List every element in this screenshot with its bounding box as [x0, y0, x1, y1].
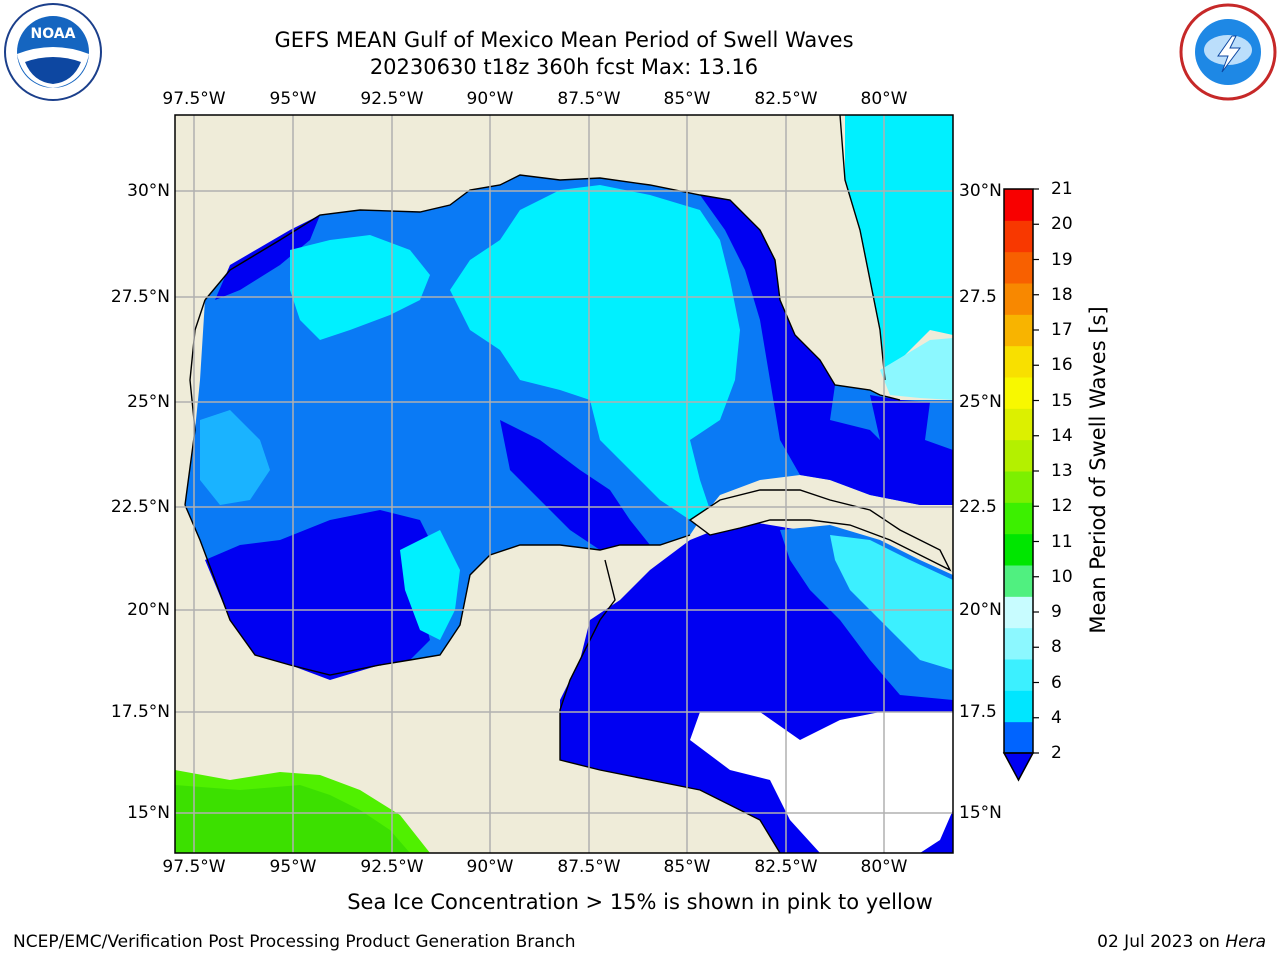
colorbar-tick-label: 11 — [1051, 531, 1073, 552]
colorbar-swatch — [1004, 502, 1033, 535]
map-frame — [174, 114, 954, 854]
lat-tick-left: 27.5°N — [110, 287, 170, 307]
lat-tick-right: 27.5 — [959, 287, 997, 307]
colorbar-swatch — [1004, 471, 1033, 503]
footer-credit: NCEP/EMC/Verification Post Processing Pr… — [13, 932, 576, 952]
period-2-4-west — [205, 510, 440, 680]
lat-tick-left: 30°N — [127, 181, 170, 201]
period-4-6-nw — [290, 235, 430, 340]
period-2-4-central — [500, 420, 650, 550]
lon-tick-top: 82.5°W — [754, 89, 818, 109]
colorbar-tick-label: 12 — [1051, 496, 1073, 517]
atlantic-water — [845, 115, 953, 380]
sea-ice-caption: Sea Ice Concentration > 15% is shown in … — [347, 890, 933, 914]
graticule — [175, 115, 953, 853]
chart-title: GEFS MEAN Gulf of Mexico Mean Period of … — [274, 28, 854, 52]
colorbar-tick-label: 10 — [1051, 566, 1073, 587]
lat-tick-left: 20°N — [127, 600, 170, 620]
colorbar-tick-label: 20 — [1051, 214, 1073, 235]
footer-date: 02 Jul 2023 on Hera — [1097, 932, 1266, 952]
colorbar-tick-label: 17 — [1051, 320, 1073, 340]
colorbar-swatch — [1004, 345, 1033, 378]
colorbar-swatch — [1004, 565, 1033, 597]
colorbar-swatch — [1004, 659, 1033, 691]
period-4-6-west — [200, 410, 270, 505]
colorbar-tick-label: 16 — [1051, 355, 1073, 376]
colorbar-swatch — [1004, 220, 1033, 253]
lat-tick-right: 17.5 — [959, 702, 997, 722]
colorbar-tick-label: 4 — [1051, 707, 1062, 728]
colorbar-tick-label: 19 — [1051, 249, 1073, 270]
lon-tick-top: 85°W — [663, 89, 711, 109]
colorbar — [1002, 188, 1039, 782]
noaa-logo: NOAA — [4, 3, 102, 101]
lon-tick-bottom: 97.5°W — [162, 857, 226, 877]
gulf-coastline — [184, 115, 901, 853]
colorbar-tick-label: 6 — [1051, 672, 1062, 693]
lat-tick-right: 25°N — [959, 392, 1002, 412]
lat-tick-left: 15°N — [127, 803, 170, 823]
colorbar-swatch — [1004, 251, 1033, 284]
colorbar-tick-label: 18 — [1051, 284, 1073, 305]
colorbar-swatch — [1004, 439, 1033, 472]
period-4-6-bay — [400, 530, 460, 640]
lat-tick-right: 15°N — [959, 803, 1002, 823]
lon-tick-bottom: 90°W — [466, 857, 514, 877]
colorbar-tick-label: 15 — [1051, 390, 1073, 411]
lon-tick-bottom: 95°W — [269, 857, 317, 877]
colorbar-swatch — [1004, 596, 1033, 629]
colorbar-swatch — [1004, 721, 1033, 754]
colorbar-extend-arrow — [1002, 752, 1035, 782]
lat-tick-left: 17.5°N — [110, 702, 170, 722]
period-2-4-fl-strait — [870, 395, 953, 505]
lon-tick-top: 80°W — [860, 89, 908, 109]
colorbar-swatch — [1004, 627, 1033, 660]
footer-host: Hera — [1225, 932, 1266, 952]
colorbar-tick-label: 2 — [1051, 743, 1062, 763]
colorbar-swatch — [1004, 189, 1033, 221]
colorbar-title: Mean Period of Swell Waves [s] — [1086, 306, 1110, 634]
colorbar-swatch — [1004, 690, 1033, 723]
lon-tick-top: 87.5°W — [557, 89, 621, 109]
atlantic-lightcyan — [880, 338, 953, 400]
chart-subtitle: 20230630 t18z 360h fcst Max: 13.16 — [369, 55, 759, 79]
lon-tick-bottom: 85°W — [663, 857, 711, 877]
colorbar-tick-label: 9 — [1051, 602, 1062, 622]
colorbar-tick-label: 8 — [1051, 637, 1062, 658]
lat-tick-right: 20°N — [959, 600, 1002, 620]
colorbar-swatch — [1004, 408, 1033, 441]
lat-tick-left: 22.5°N — [110, 497, 170, 517]
lon-tick-top: 92.5°W — [360, 89, 424, 109]
lon-tick-bottom: 82.5°W — [754, 857, 818, 877]
colorbar-tick-label: 14 — [1051, 425, 1073, 446]
colorbar-swatch — [1004, 377, 1033, 409]
lat-tick-left: 25°N — [127, 392, 170, 412]
colorbar-tick-label: 21 — [1051, 179, 1073, 199]
lon-tick-bottom: 80°W — [860, 857, 908, 877]
svg-text:NOAA: NOAA — [31, 26, 76, 42]
lon-tick-top: 95°W — [269, 89, 317, 109]
colorbar-tick-label: 13 — [1051, 461, 1073, 481]
footer-date-text: 02 Jul 2023 on — [1097, 932, 1226, 952]
caribbean-missing — [690, 712, 953, 853]
lat-tick-right: 30°N — [959, 181, 1002, 201]
lon-tick-top: 97.5°W — [162, 89, 226, 109]
period-4-6-north — [450, 185, 740, 520]
colorbar-swatch — [1004, 314, 1033, 347]
lat-tick-right: 22.5 — [959, 497, 997, 517]
colorbar-swatch — [1004, 283, 1033, 315]
lon-tick-top: 90°W — [466, 89, 514, 109]
nws-logo — [1179, 3, 1277, 101]
colorbar-swatch — [1004, 533, 1033, 566]
lon-tick-bottom: 92.5°W — [360, 857, 424, 877]
period-2-4-northeast — [700, 195, 953, 505]
lon-tick-bottom: 87.5°W — [557, 857, 621, 877]
caribbean-cyan — [830, 535, 953, 670]
